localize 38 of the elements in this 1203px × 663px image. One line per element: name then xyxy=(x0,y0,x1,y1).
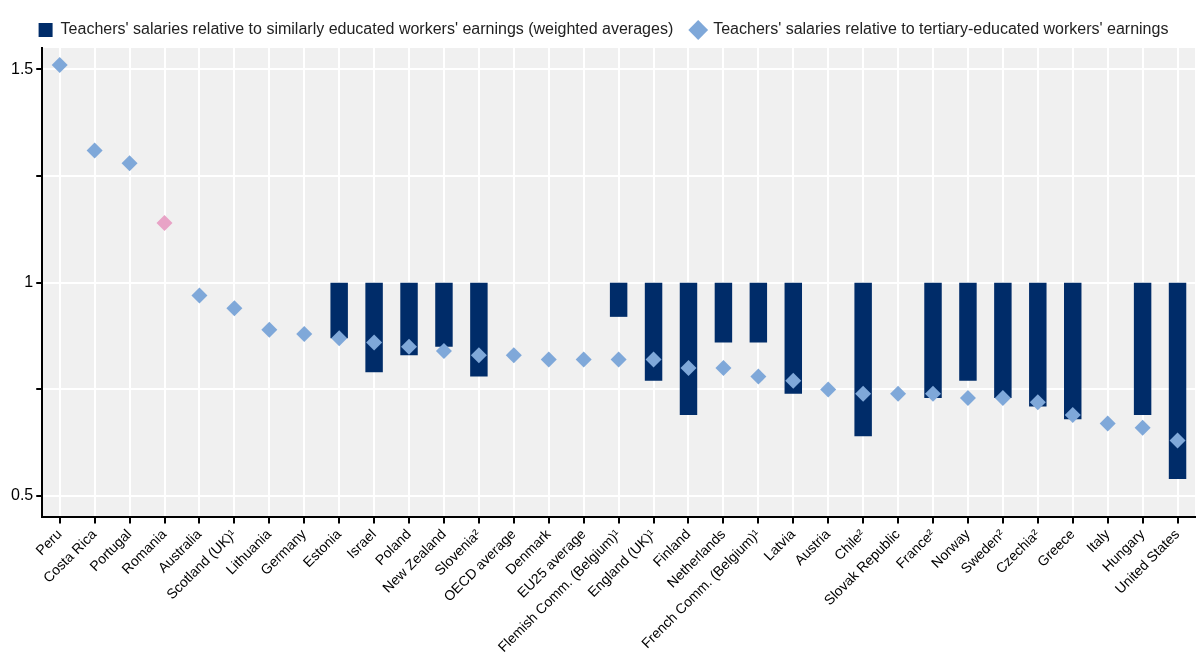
legend-label: Teachers' salaries relative to tertiary-educated workers' earnings xyxy=(713,20,1169,38)
point xyxy=(435,342,452,359)
y-tick-label: 1 xyxy=(24,273,34,291)
point xyxy=(959,389,976,406)
point xyxy=(121,155,138,172)
point xyxy=(366,334,383,351)
point xyxy=(226,300,243,317)
point xyxy=(156,214,173,231)
point xyxy=(86,142,103,159)
y-tick-label: 0.5 xyxy=(10,486,34,504)
point xyxy=(1099,415,1116,432)
point xyxy=(994,389,1011,406)
point xyxy=(505,347,522,364)
point xyxy=(470,347,487,364)
point xyxy=(540,351,557,368)
point xyxy=(610,351,627,368)
point xyxy=(680,360,697,377)
point xyxy=(785,372,802,389)
point xyxy=(1134,419,1151,436)
point xyxy=(645,351,662,368)
point xyxy=(715,360,732,377)
point xyxy=(855,385,872,402)
legend-label: Teachers' salaries relative to similarly educated workers' earnings (weighted averages) xyxy=(60,20,674,38)
y-tick-label: 1.5 xyxy=(10,59,34,77)
point xyxy=(1169,432,1186,449)
point xyxy=(51,57,68,74)
point xyxy=(296,325,313,342)
point xyxy=(191,287,208,304)
point xyxy=(1064,407,1081,423)
point xyxy=(1029,394,1046,411)
point xyxy=(575,351,592,368)
point xyxy=(401,338,418,355)
point xyxy=(750,368,767,385)
point xyxy=(331,330,348,347)
point xyxy=(261,321,278,338)
point xyxy=(820,381,837,398)
point xyxy=(890,385,907,402)
point xyxy=(925,385,942,402)
